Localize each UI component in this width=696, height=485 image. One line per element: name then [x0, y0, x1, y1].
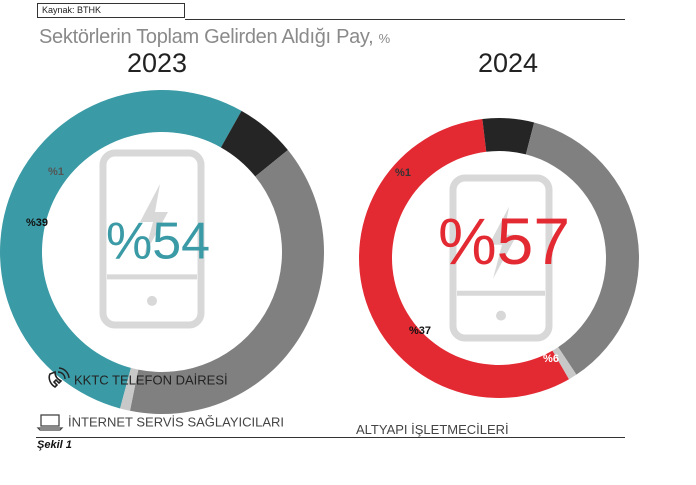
donut-2023: %6 %39 %1 %54: [0, 90, 324, 414]
legend-item-altyapi: ALTYAPI İŞLETMECİLERİ: [356, 421, 509, 437]
legend-item-isp: İNTERNET SERVİS SAĞLAYICILARI: [36, 413, 284, 431]
phone-lightning-icon-2024: [449, 174, 553, 342]
slice-2023-0: [0, 90, 242, 409]
slice-2024-1: [482, 118, 535, 155]
slice-2024-0: [359, 118, 569, 398]
chart-title-unit: %: [378, 31, 391, 46]
legend-label-kktc: KKTC TELEFON DAİRESİ: [74, 372, 228, 388]
slice-label-2023-2: %39: [26, 217, 48, 229]
legend-label-isp: İNTERNET SERVİS SAĞLAYICILARI: [68, 414, 285, 430]
top-divider: [185, 19, 625, 20]
year-2023-label: 2023: [127, 48, 188, 78]
laptop-icon: [36, 414, 64, 431]
phone-lightning-icon-2023: [99, 149, 205, 329]
slice-2024-3: [552, 347, 577, 380]
center-label-2024: %57: [438, 204, 570, 278]
chart-title-text: Sektörlerin Toplam Gelirden Aldığı Pay,: [39, 26, 374, 48]
source-label: Kaynak: BTHK: [37, 3, 185, 18]
slice-2024-2: [525, 122, 640, 375]
donut-2024: %6 %37 %1 %57: [359, 118, 640, 398]
chart-title: Sektörlerin Toplam Gelirden Aldığı Pay, …: [39, 26, 390, 49]
slice-2023-2: [129, 150, 324, 414]
bottom-divider: [36, 437, 625, 438]
figure-caption: Şekil 1: [37, 439, 72, 451]
slice-label-2024-2: %37: [409, 325, 431, 337]
slice-2023-3: [120, 367, 139, 411]
slice-label-2024-3: %1: [395, 167, 411, 179]
phone-ring-icon: [48, 367, 70, 389]
slice-label-2024-1: %6: [543, 353, 559, 365]
year-2024-label: 2024: [478, 48, 539, 78]
legend-item-kktc: KKTC TELEFON DAİRESİ: [44, 367, 228, 393]
slice-label-2023-3: %1: [48, 166, 64, 178]
slice-2023-1: [220, 110, 288, 177]
slice-label-2023-1: %6: [60, 305, 76, 317]
legend-label-altyapi: ALTYAPI İŞLETMECİLERİ: [356, 422, 509, 438]
center-label-2023: %54: [106, 213, 210, 271]
